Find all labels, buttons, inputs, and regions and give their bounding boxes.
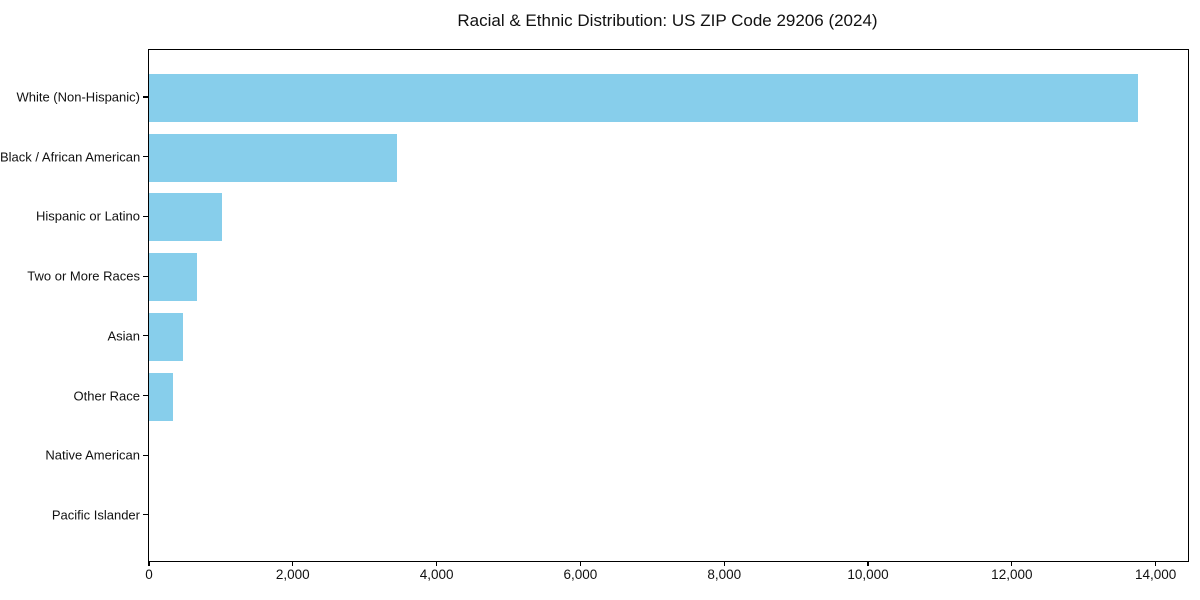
x-tick-mark [867, 561, 869, 566]
x-tick-label: 14,000 [1134, 567, 1177, 582]
y-tick-label: Other Race [73, 388, 140, 403]
x-tick-label: 12,000 [991, 567, 1033, 582]
chart-title: Racial & Ethnic Distribution: US ZIP Cod… [457, 11, 878, 30]
x-tick-mark [1011, 561, 1013, 566]
x-tick-mark [292, 561, 294, 566]
x-tick-label: 8,000 [707, 567, 742, 582]
x-tick-mark [148, 561, 150, 566]
x-tick-label: 10,000 [847, 567, 889, 582]
y-tick-mark [143, 394, 148, 397]
y-tick-mark [143, 156, 148, 158]
y-tick-label: Native American [45, 447, 140, 463]
x-tick-label: 6,000 [563, 567, 598, 582]
y-tick-mark [143, 275, 148, 277]
x-tick-mark [1155, 561, 1157, 566]
plot-area [148, 49, 1189, 562]
bar-black-african-american [149, 133, 398, 182]
x-tick-mark [436, 561, 438, 566]
bar-hispanic-or-latino [149, 193, 222, 242]
y-tick-mark [143, 454, 148, 456]
x-tick-label: 2,000 [275, 567, 310, 582]
bar-asian [149, 312, 184, 361]
bar-two-or-more-races [149, 253, 198, 302]
y-tick-label: Hispanic or Latino [35, 208, 140, 224]
y-tick-label: Black / African American [0, 149, 141, 165]
y-tick-label: White (Non-Hispanic) [16, 89, 140, 105]
x-tick-label: 0 [145, 567, 153, 582]
y-tick-mark [143, 215, 148, 217]
y-tick-mark [143, 514, 148, 516]
y-tick-label: Two or More Races [27, 268, 140, 284]
y-tick-label: Pacific Islander [51, 507, 140, 523]
x-tick-label: 4,000 [419, 567, 454, 582]
y-tick-label: Asian [107, 328, 140, 344]
bar-other-race [149, 372, 174, 421]
bar-white-non-hispanic [149, 74, 1138, 122]
y-tick-mark [143, 96, 148, 98]
y-tick-mark [143, 335, 148, 337]
x-tick-mark [723, 561, 725, 566]
x-tick-mark [579, 561, 581, 566]
